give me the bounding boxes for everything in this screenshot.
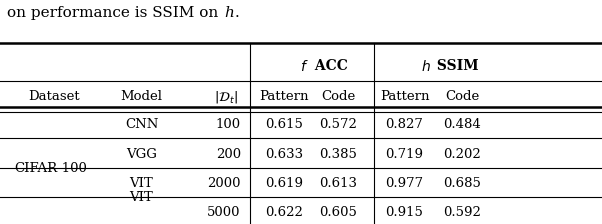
Text: SSIM: SSIM	[432, 59, 479, 73]
Text: VIT: VIT	[129, 191, 154, 204]
Text: VIT: VIT	[129, 177, 154, 190]
Text: 2000: 2000	[207, 177, 241, 190]
Text: 0.685: 0.685	[444, 177, 481, 190]
Text: 5000: 5000	[207, 206, 241, 219]
Text: Pattern: Pattern	[259, 90, 309, 103]
Text: 0.977: 0.977	[385, 177, 424, 190]
Text: 100: 100	[216, 118, 241, 131]
Text: h: h	[224, 6, 234, 19]
Text: Code: Code	[445, 90, 479, 103]
Text: 0.592: 0.592	[444, 206, 481, 219]
Text: 0.613: 0.613	[319, 177, 358, 190]
Text: 0.605: 0.605	[320, 206, 357, 219]
Text: Code: Code	[321, 90, 355, 103]
Text: 200: 200	[216, 148, 241, 161]
Text: Pattern: Pattern	[380, 90, 429, 103]
Text: Dataset: Dataset	[28, 90, 80, 103]
Text: 0.622: 0.622	[265, 206, 303, 219]
Text: ACC: ACC	[310, 59, 348, 73]
Text: 0.619: 0.619	[265, 177, 303, 190]
Text: 0.633: 0.633	[265, 148, 303, 161]
Text: .: .	[235, 6, 240, 19]
Text: Model: Model	[120, 90, 163, 103]
Text: VGG: VGG	[126, 148, 157, 161]
Text: $|\mathcal{D}_t|$: $|\mathcal{D}_t|$	[214, 89, 238, 105]
Text: on performance is SSIM on: on performance is SSIM on	[7, 6, 223, 19]
Text: –: –	[95, 162, 102, 175]
Text: 0.385: 0.385	[320, 148, 357, 161]
Text: $h$: $h$	[421, 59, 430, 74]
Text: 0.915: 0.915	[386, 206, 423, 219]
Text: 0.484: 0.484	[444, 118, 481, 131]
Text: 0.719: 0.719	[385, 148, 424, 161]
Text: $f$: $f$	[300, 59, 308, 74]
Text: CNN: CNN	[125, 118, 158, 131]
Text: 0.572: 0.572	[320, 118, 357, 131]
Text: 0.615: 0.615	[265, 118, 303, 131]
Text: 0.827: 0.827	[386, 118, 423, 131]
Text: CIFAR-100: CIFAR-100	[14, 162, 88, 175]
Text: 0.202: 0.202	[444, 148, 481, 161]
